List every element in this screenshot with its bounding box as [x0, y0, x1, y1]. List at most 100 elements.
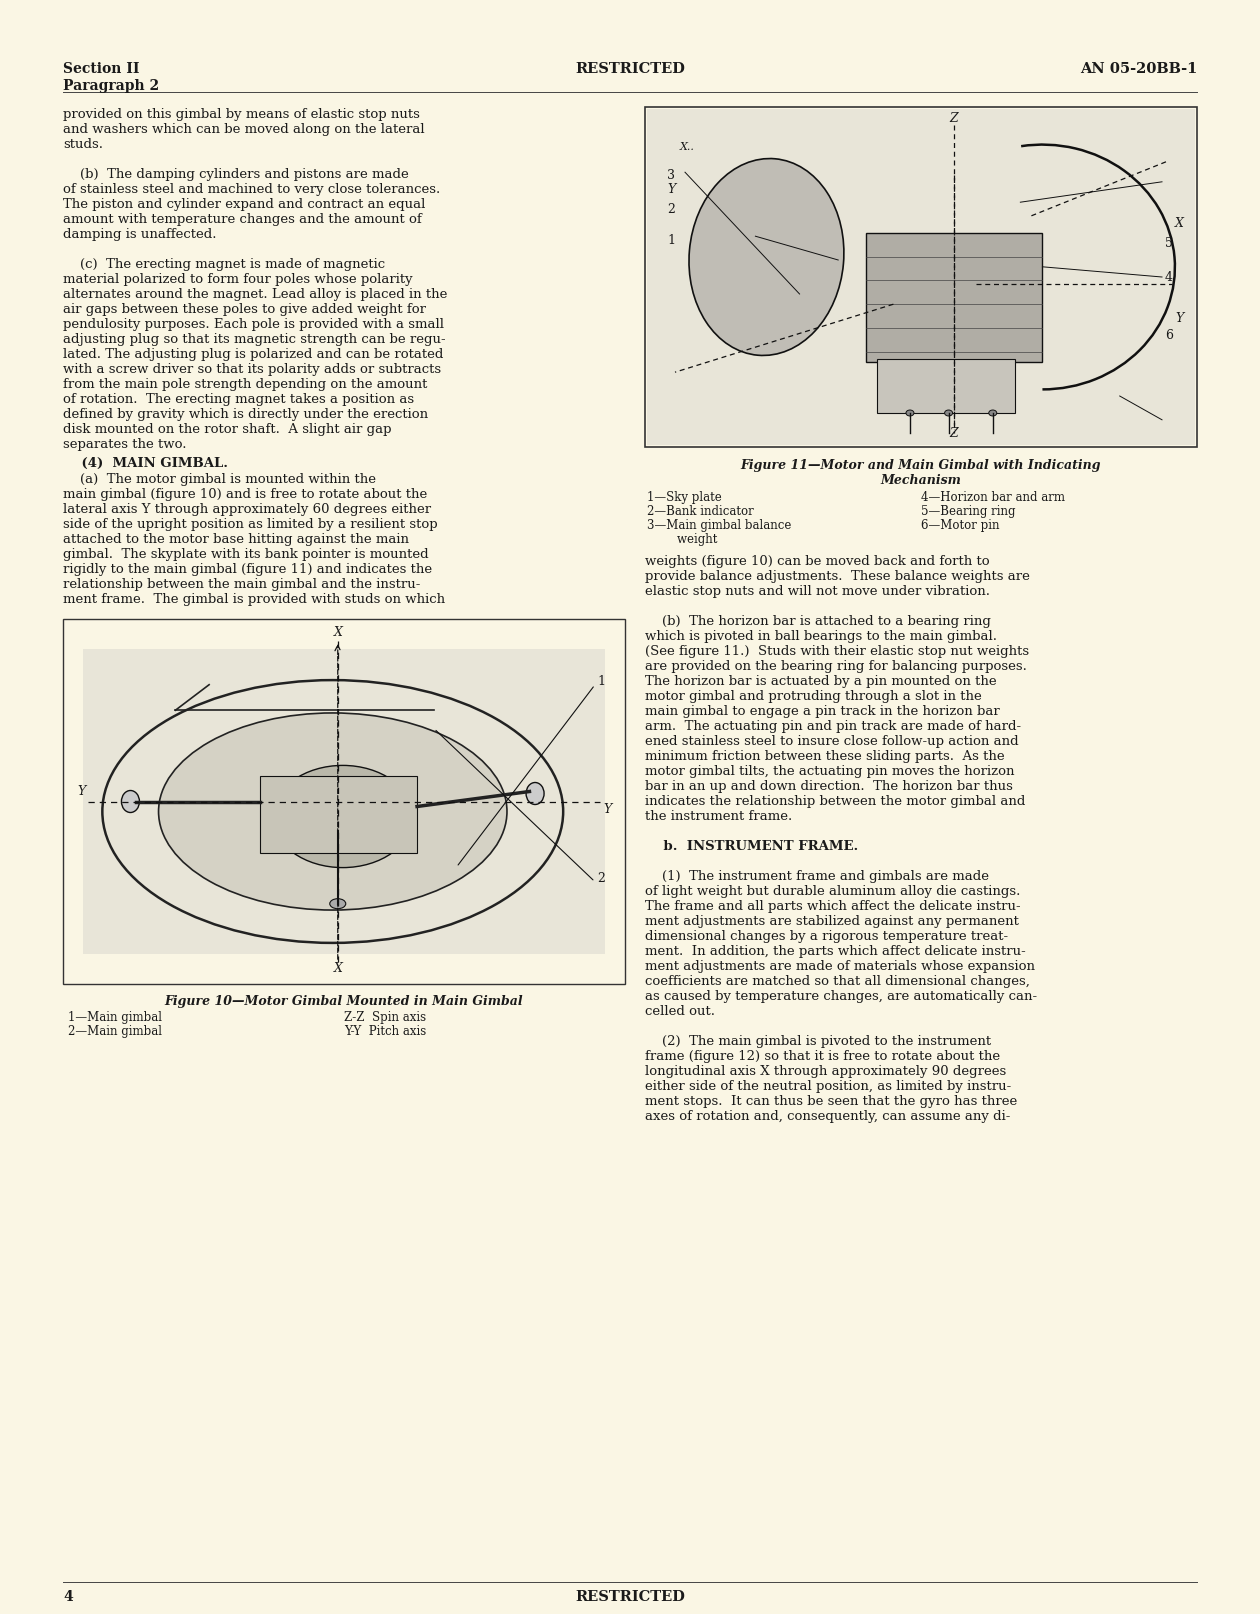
Ellipse shape — [989, 410, 997, 416]
Text: the instrument frame.: the instrument frame. — [645, 810, 793, 823]
Text: lated. The adjusting plug is polarized and can be rotated: lated. The adjusting plug is polarized a… — [63, 347, 444, 362]
Text: (2)  The main gimbal is pivoted to the instrument: (2) The main gimbal is pivoted to the in… — [645, 1035, 992, 1047]
Text: relationship between the main gimbal and the instru-: relationship between the main gimbal and… — [63, 578, 421, 591]
Text: Y: Y — [1176, 312, 1183, 324]
Text: of light weight but durable aluminum alloy die castings.: of light weight but durable aluminum all… — [645, 884, 1021, 897]
Polygon shape — [83, 649, 605, 954]
Text: 2: 2 — [667, 203, 675, 216]
Text: X: X — [334, 962, 343, 975]
Text: RESTRICTED: RESTRICTED — [575, 61, 685, 76]
Text: separates the two.: separates the two. — [63, 437, 186, 450]
Text: The horizon bar is actuated by a pin mounted on the: The horizon bar is actuated by a pin mou… — [645, 675, 997, 688]
Text: Figure 11—Motor and Main Gimbal with Indicating: Figure 11—Motor and Main Gimbal with Ind… — [741, 458, 1101, 471]
Text: minimum friction between these sliding parts.  As the: minimum friction between these sliding p… — [645, 749, 1004, 762]
Text: dimensional changes by a rigorous temperature treat-: dimensional changes by a rigorous temper… — [645, 930, 1008, 943]
Text: 1: 1 — [597, 675, 605, 688]
Text: side of the upright position as limited by a resilient stop: side of the upright position as limited … — [63, 518, 437, 531]
Text: which is pivoted in ball bearings to the main gimbal.: which is pivoted in ball bearings to the… — [645, 629, 997, 642]
Text: studs.: studs. — [63, 137, 103, 150]
Text: main gimbal to engage a pin track in the horizon bar: main gimbal to engage a pin track in the… — [645, 705, 999, 718]
Text: bar in an up and down direction.  The horizon bar thus: bar in an up and down direction. The hor… — [645, 780, 1013, 792]
Text: The piston and cylinder expand and contract an equal: The piston and cylinder expand and contr… — [63, 199, 426, 211]
Text: 6—Motor pin: 6—Motor pin — [921, 518, 999, 531]
Text: axes of rotation and, consequently, can assume any di-: axes of rotation and, consequently, can … — [645, 1109, 1011, 1122]
Text: 1—Main gimbal: 1—Main gimbal — [68, 1010, 163, 1023]
Text: ment.  In addition, the parts which affect delicate instru-: ment. In addition, the parts which affec… — [645, 944, 1026, 957]
Text: ment frame.  The gimbal is provided with studs on which: ment frame. The gimbal is provided with … — [63, 592, 445, 605]
Text: Y: Y — [77, 784, 86, 797]
Text: adjusting plug so that its magnetic strength can be regu-: adjusting plug so that its magnetic stre… — [63, 332, 446, 345]
Text: Section II: Section II — [63, 61, 140, 76]
Text: AN 05-20BB-1: AN 05-20BB-1 — [1080, 61, 1197, 76]
Text: attached to the motor base hitting against the main: attached to the motor base hitting again… — [63, 533, 410, 546]
Text: amount with temperature changes and the amount of: amount with temperature changes and the … — [63, 213, 422, 226]
Text: Y: Y — [602, 802, 611, 815]
Text: 6: 6 — [1166, 329, 1173, 342]
Text: (c)  The erecting magnet is made of magnetic: (c) The erecting magnet is made of magne… — [63, 258, 386, 271]
Text: are provided on the bearing ring for balancing purposes.: are provided on the bearing ring for bal… — [645, 660, 1027, 673]
Bar — [63, 620, 625, 985]
Text: weights (figure 10) can be moved back and forth to: weights (figure 10) can be moved back an… — [645, 555, 989, 568]
Text: 4: 4 — [1166, 271, 1173, 284]
Text: indicates the relationship between the motor gimbal and: indicates the relationship between the m… — [645, 794, 1026, 807]
Text: 2—Main gimbal: 2—Main gimbal — [68, 1025, 163, 1038]
Ellipse shape — [330, 899, 345, 909]
Text: of rotation.  The erecting magnet takes a position as: of rotation. The erecting magnet takes a… — [63, 392, 415, 405]
Text: Figure 10—Motor Gimbal Mounted in Main Gimbal: Figure 10—Motor Gimbal Mounted in Main G… — [165, 994, 523, 1007]
Text: gimbal.  The skyplate with its bank pointer is mounted: gimbal. The skyplate with its bank point… — [63, 547, 428, 560]
Text: main gimbal (figure 10) and is free to rotate about the: main gimbal (figure 10) and is free to r… — [63, 487, 427, 500]
Text: (b)  The horizon bar is attached to a bearing ring: (b) The horizon bar is attached to a bea… — [645, 615, 990, 628]
Text: air gaps between these poles to give added weight for: air gaps between these poles to give add… — [63, 303, 426, 316]
Text: weight: weight — [646, 533, 717, 546]
Ellipse shape — [527, 783, 544, 805]
Bar — [260, 776, 417, 854]
Ellipse shape — [159, 713, 507, 910]
Text: X: X — [1176, 216, 1184, 229]
Text: celled out.: celled out. — [645, 1004, 714, 1017]
Text: of stainless steel and machined to very close tolerances.: of stainless steel and machined to very … — [63, 182, 440, 195]
Ellipse shape — [906, 410, 914, 416]
Text: The frame and all parts which affect the delicate instru-: The frame and all parts which affect the… — [645, 899, 1021, 912]
Text: ened stainless steel to insure close follow-up action and: ened stainless steel to insure close fol… — [645, 734, 1018, 747]
Text: ment adjustments are made of materials whose expansion: ment adjustments are made of materials w… — [645, 959, 1034, 972]
Text: and washers which can be moved along on the lateral: and washers which can be moved along on … — [63, 123, 425, 136]
Ellipse shape — [121, 791, 140, 813]
Text: (4)  MAIN GIMBAL.: (4) MAIN GIMBAL. — [63, 457, 228, 470]
Text: 2—Bank indicator: 2—Bank indicator — [646, 505, 753, 518]
Bar — [645, 108, 1197, 447]
Bar — [877, 360, 1014, 413]
Text: ment stops.  It can thus be seen that the gyro has three: ment stops. It can thus be seen that the… — [645, 1094, 1017, 1107]
Text: 4: 4 — [63, 1590, 73, 1603]
Text: 1—Sky plate: 1—Sky plate — [646, 491, 722, 504]
Text: damping is unaffected.: damping is unaffected. — [63, 228, 217, 240]
Text: X: X — [334, 626, 343, 639]
Text: provided on this gimbal by means of elastic stop nuts: provided on this gimbal by means of elas… — [63, 108, 420, 121]
Ellipse shape — [272, 767, 413, 868]
Text: from the main pole strength depending on the amount: from the main pole strength depending on… — [63, 378, 427, 391]
Text: motor gimbal tilts, the actuating pin moves the horizon: motor gimbal tilts, the actuating pin mo… — [645, 765, 1014, 778]
Text: 3—Main gimbal balance: 3—Main gimbal balance — [646, 518, 791, 531]
Bar — [646, 110, 1194, 445]
Text: Z: Z — [950, 111, 959, 124]
Bar — [866, 234, 1042, 363]
Text: Paragraph 2: Paragraph 2 — [63, 79, 159, 94]
Text: elastic stop nuts and will not move under vibration.: elastic stop nuts and will not move unde… — [645, 584, 990, 597]
Ellipse shape — [945, 410, 953, 416]
Text: Y-Y  Pitch axis: Y-Y Pitch axis — [344, 1025, 426, 1038]
Text: with a screw driver so that its polarity adds or subtracts: with a screw driver so that its polarity… — [63, 363, 441, 376]
Text: Mechanism: Mechanism — [881, 473, 961, 487]
Text: coefficients are matched so that all dimensional changes,: coefficients are matched so that all dim… — [645, 975, 1029, 988]
Text: disk mounted on the rotor shaft.  A slight air gap: disk mounted on the rotor shaft. A sligh… — [63, 423, 392, 436]
Text: RESTRICTED: RESTRICTED — [575, 1590, 685, 1603]
Ellipse shape — [689, 160, 844, 357]
Text: X..: X.. — [680, 142, 694, 152]
Text: 3: 3 — [667, 169, 675, 182]
Text: b.  INSTRUMENT FRAME.: b. INSTRUMENT FRAME. — [645, 839, 858, 852]
Text: frame (figure 12) so that it is free to rotate about the: frame (figure 12) so that it is free to … — [645, 1049, 1000, 1062]
Text: (b)  The damping cylinders and pistons are made: (b) The damping cylinders and pistons ar… — [63, 168, 408, 181]
Text: either side of the neutral position, as limited by instru-: either side of the neutral position, as … — [645, 1080, 1012, 1093]
Text: Z-Z  Spin axis: Z-Z Spin axis — [344, 1010, 426, 1023]
Text: 1: 1 — [667, 234, 675, 247]
Text: longitudinal axis X through approximately 90 degrees: longitudinal axis X through approximatel… — [645, 1064, 1007, 1077]
Text: material polarized to form four poles whose polarity: material polarized to form four poles wh… — [63, 273, 412, 286]
